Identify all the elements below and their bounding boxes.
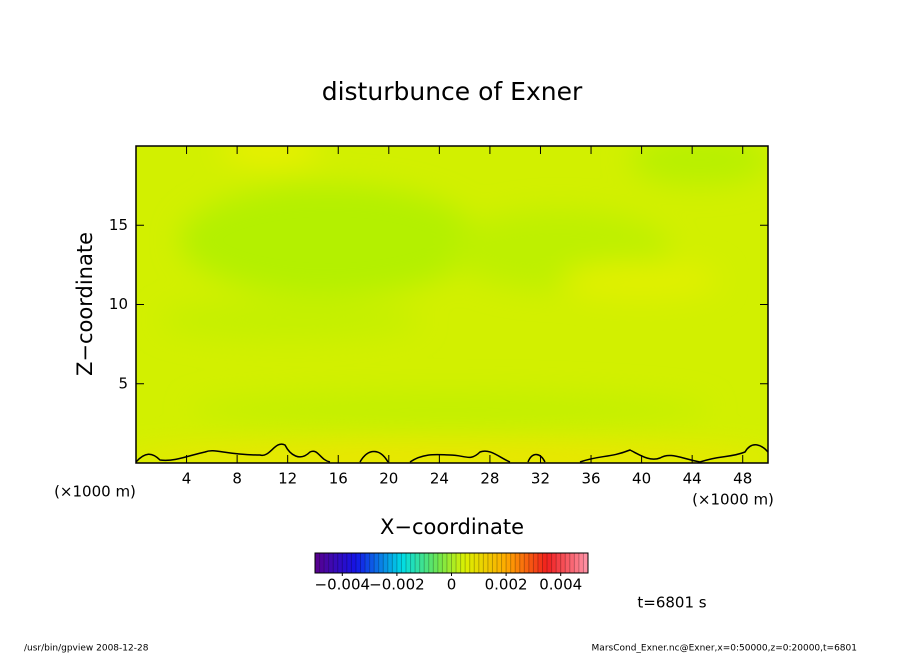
colorbar-segment	[524, 553, 530, 573]
colorbar-segment	[360, 553, 366, 573]
x-tick-label: 28	[480, 470, 499, 488]
colorbar-segment	[315, 553, 320, 573]
colorbar-segment	[519, 553, 525, 573]
colorbar-segment	[451, 553, 457, 573]
colorbar-segment	[383, 553, 389, 573]
colorbar-segment	[574, 553, 580, 573]
colorbar-tick-label: −0.002	[369, 576, 425, 594]
x-tick-label: 44	[683, 470, 702, 488]
colorbar-segment	[355, 553, 361, 573]
colorbar-segment	[346, 553, 352, 573]
colorbar-segment	[328, 553, 334, 573]
colorbar-segment	[401, 553, 407, 573]
colorbar-segment	[365, 553, 370, 573]
x-tick-label: 24	[430, 470, 449, 488]
colorbar-segment	[583, 553, 589, 573]
colorbar-segment	[437, 553, 443, 573]
colorbar-segment	[515, 553, 521, 573]
colorbar-segment	[428, 553, 434, 573]
colorbar-segment	[492, 553, 498, 573]
colorbar-segment	[497, 553, 502, 573]
colorbar-segment	[337, 553, 343, 573]
colorbar-segment	[319, 553, 325, 573]
colorbar-segment	[510, 553, 516, 573]
colorbar-segment	[465, 553, 470, 573]
x-tick-label: 12	[278, 470, 297, 488]
colorbar-segment	[442, 553, 448, 573]
x-unit-right: (×1000 m)	[692, 491, 774, 509]
colorbar-segment	[415, 553, 420, 573]
colorbar-segment	[547, 553, 552, 573]
colorbar-segment	[560, 553, 566, 573]
colorbar-segment	[456, 553, 461, 573]
colorbar-segment	[387, 553, 393, 573]
colorbar-segment	[578, 553, 584, 573]
y-tick-label: 5	[118, 374, 128, 392]
colorbar-segment	[410, 553, 416, 573]
colorbar-segment	[551, 553, 557, 573]
colorbar-segment	[487, 553, 493, 573]
colorbar-tick-label: −0.004	[315, 576, 371, 594]
colorbar-segment	[392, 553, 398, 573]
contour-line	[136, 443, 768, 463]
colorbar-tick-label: 0	[447, 576, 457, 594]
colorbar-segment	[378, 553, 384, 573]
x-tick-label: 20	[379, 470, 398, 488]
colorbar-segment	[406, 553, 411, 573]
colorbar-segment	[374, 553, 379, 573]
annotation: t=6801 s	[637, 594, 706, 612]
footer-right: MarsCond_Exner.nc@Exner,x=0:50000,z=0:20…	[592, 644, 857, 654]
colorbar-segment	[501, 553, 507, 573]
x-unit-left: (×1000 m)	[54, 483, 136, 501]
x-tick-label: 48	[733, 470, 752, 488]
colorbar-segment	[483, 553, 489, 573]
colorbar-segment	[469, 553, 475, 573]
x-tick-label: 4	[182, 470, 192, 488]
contour-field	[136, 146, 768, 463]
colorbar-tick-label: 0.004	[539, 576, 582, 594]
colorbar-segment	[351, 553, 357, 573]
x-tick-label: 32	[531, 470, 550, 488]
x-tick-label: 8	[232, 470, 242, 488]
colorbar-segment	[537, 553, 543, 573]
colorbar-segment	[324, 553, 329, 573]
x-tick-label: 40	[632, 470, 651, 488]
x-tick-label: 36	[581, 470, 600, 488]
colorbar-segment	[506, 553, 511, 573]
colorbar-segment	[533, 553, 539, 573]
colorbar-segment	[369, 553, 375, 573]
colorbar-segment	[565, 553, 571, 573]
colorbar-segment	[396, 553, 402, 573]
colorbar-segment	[460, 553, 466, 573]
colorbar-segment	[569, 553, 575, 573]
y-tick-label: 15	[109, 216, 128, 234]
colorbar-segment	[424, 553, 430, 573]
colorbar-segment	[528, 553, 534, 573]
x-axis-title: X−coordinate	[380, 515, 524, 539]
colorbar-segment	[433, 553, 439, 573]
colorbar-segment	[556, 553, 561, 573]
colorbar-segment	[333, 553, 339, 573]
colorbar-segment	[342, 553, 348, 573]
colorbar-segment	[419, 553, 425, 573]
y-axis-title: Z−coordinate	[73, 232, 97, 376]
colorbar-segment	[478, 553, 484, 573]
colorbar-tick-label: 0.002	[485, 576, 528, 594]
colorbar-segment	[446, 553, 452, 573]
y-tick-label: 10	[109, 295, 128, 313]
colorbar-segment	[474, 553, 480, 573]
footer-left: /usr/bin/gpview 2008-12-28	[24, 644, 149, 654]
colorbar-segment	[542, 553, 548, 573]
chart-title: disturbunce of Exner	[322, 77, 583, 106]
x-tick-label: 16	[329, 470, 348, 488]
